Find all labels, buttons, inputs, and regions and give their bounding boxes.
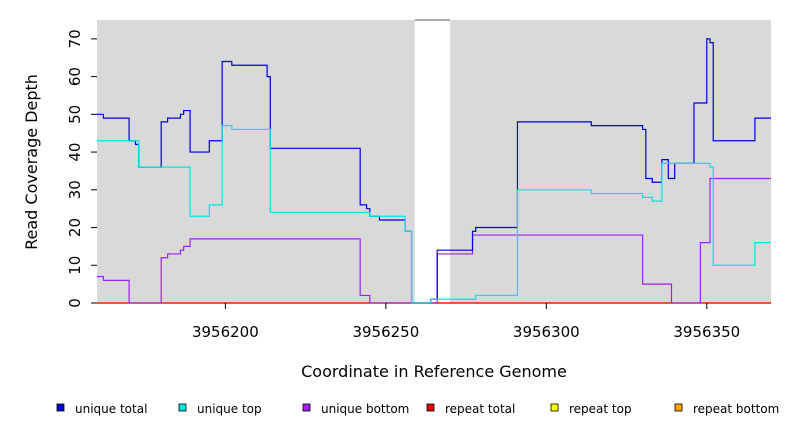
legend-label-repeat-top: repeat top <box>569 402 632 416</box>
x-tick-label: 3956300 <box>513 323 580 341</box>
legend-swatch-repeat-top <box>550 403 559 412</box>
y-tick-label: 10 <box>66 256 84 275</box>
plot-panel-right <box>450 20 771 303</box>
legend-label-repeat-total: repeat total <box>445 402 515 416</box>
y-tick-label: 20 <box>66 218 84 237</box>
x-axis-title: Coordinate in Reference Genome <box>301 362 567 381</box>
legend-swatch-unique-top <box>178 403 187 412</box>
x-tick-label: 3956200 <box>192 323 259 341</box>
legend-swatch-repeat-bottom <box>674 403 683 412</box>
plot-panel-left <box>97 20 415 303</box>
legend-label-repeat-bottom: repeat bottom <box>693 402 779 416</box>
y-tick-label: 60 <box>66 67 84 86</box>
legend-label-unique-top: unique top <box>197 402 262 416</box>
series-line-unique-top <box>97 125 771 304</box>
series-line-unique-bottom <box>97 177 771 304</box>
x-tick-label: 3956250 <box>352 323 419 341</box>
y-tick-label: 30 <box>66 180 84 199</box>
legend-swatch-unique-total <box>56 403 65 412</box>
y-tick-label: 0 <box>66 298 84 308</box>
y-axis-title: Read Coverage Depth <box>22 74 41 250</box>
y-tick-label: 50 <box>66 105 84 124</box>
y-tick-label: 40 <box>66 143 84 162</box>
y-tick-label: 70 <box>66 29 84 48</box>
legend-label-unique-bottom: unique bottom <box>321 402 409 416</box>
x-tick-label: 3956350 <box>673 323 740 341</box>
legend-swatch-unique-bottom <box>302 403 311 412</box>
legend-swatch-repeat-total <box>426 403 435 412</box>
legend-label-unique-total: unique total <box>75 402 147 416</box>
